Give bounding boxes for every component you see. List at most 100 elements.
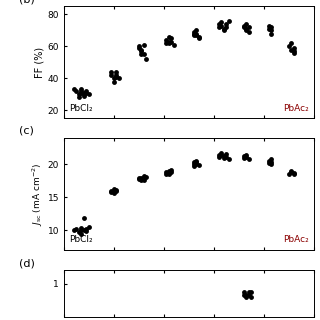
Point xyxy=(141,174,147,179)
Point xyxy=(76,95,82,100)
Point xyxy=(194,28,199,33)
Point xyxy=(141,42,147,47)
Point xyxy=(246,292,251,297)
Point xyxy=(221,153,226,158)
Point xyxy=(114,189,119,194)
Point xyxy=(84,226,89,231)
Point xyxy=(74,226,79,231)
Point xyxy=(144,57,149,62)
Point xyxy=(79,87,84,92)
Point xyxy=(76,229,82,234)
Point xyxy=(139,52,144,57)
Point xyxy=(84,90,89,95)
Point xyxy=(164,37,169,43)
Point xyxy=(166,39,172,44)
Point xyxy=(219,20,224,25)
Point xyxy=(241,155,246,160)
Point xyxy=(194,161,199,166)
Point xyxy=(111,187,116,192)
Point xyxy=(109,189,114,195)
Point xyxy=(111,79,116,84)
Point xyxy=(216,21,221,27)
Text: PbCl₂: PbCl₂ xyxy=(69,236,92,244)
Point xyxy=(144,174,149,180)
Y-axis label: FF (%): FF (%) xyxy=(35,47,45,78)
Point xyxy=(139,176,144,181)
Point xyxy=(291,171,296,176)
Point xyxy=(79,89,84,94)
Point xyxy=(114,69,119,75)
Point xyxy=(196,163,201,168)
Point xyxy=(221,155,226,160)
Point xyxy=(221,28,226,33)
Text: (b): (b) xyxy=(19,0,35,4)
Point xyxy=(139,49,144,54)
Point xyxy=(191,33,196,38)
Point xyxy=(109,188,114,193)
Point xyxy=(191,163,196,168)
Point xyxy=(268,160,274,165)
Point xyxy=(169,168,174,173)
Point xyxy=(194,31,199,36)
Text: (d): (d) xyxy=(19,259,35,269)
Point xyxy=(268,28,274,33)
Point xyxy=(71,228,76,233)
Point xyxy=(291,49,296,54)
Point xyxy=(74,89,79,94)
Point xyxy=(224,21,229,27)
Point xyxy=(241,23,246,28)
Point xyxy=(166,171,172,176)
Point xyxy=(84,89,89,94)
Point xyxy=(266,23,271,28)
Point xyxy=(268,162,274,167)
Point xyxy=(166,171,172,176)
Point xyxy=(291,45,296,51)
Point xyxy=(84,228,89,234)
Text: PbAc₂: PbAc₂ xyxy=(283,236,308,244)
Point xyxy=(139,178,144,183)
Point xyxy=(268,156,274,162)
Point xyxy=(224,151,229,156)
Point xyxy=(244,21,249,27)
Point xyxy=(216,25,221,30)
Point xyxy=(246,29,251,35)
Point xyxy=(219,23,224,28)
Point xyxy=(224,155,229,160)
Point xyxy=(191,162,196,167)
Point xyxy=(191,160,196,165)
Point xyxy=(244,28,249,33)
Point xyxy=(266,159,271,164)
Point xyxy=(249,289,254,294)
Point xyxy=(79,231,84,236)
Point xyxy=(241,292,246,297)
Point xyxy=(221,26,226,31)
Point xyxy=(141,52,147,57)
Point xyxy=(249,295,254,300)
Point xyxy=(266,26,271,31)
Point xyxy=(166,34,172,39)
Point xyxy=(164,172,169,177)
Point xyxy=(289,41,294,46)
Point xyxy=(291,171,296,176)
Point xyxy=(241,289,246,294)
Point xyxy=(246,156,251,162)
Point xyxy=(79,90,84,95)
Point xyxy=(194,159,199,164)
Point xyxy=(79,226,84,231)
Point xyxy=(196,34,201,39)
Point xyxy=(246,25,251,30)
Point xyxy=(169,39,174,44)
Point xyxy=(194,159,199,164)
Point xyxy=(226,18,231,23)
Point xyxy=(111,76,116,81)
Point xyxy=(289,170,294,175)
Point xyxy=(171,42,176,47)
Point xyxy=(164,41,169,46)
Text: PbAc₂: PbAc₂ xyxy=(283,104,308,113)
Point xyxy=(246,289,251,294)
Point xyxy=(289,168,294,173)
Point xyxy=(291,50,296,55)
Point xyxy=(166,168,172,173)
Text: (c): (c) xyxy=(19,126,34,136)
Point xyxy=(226,156,231,161)
